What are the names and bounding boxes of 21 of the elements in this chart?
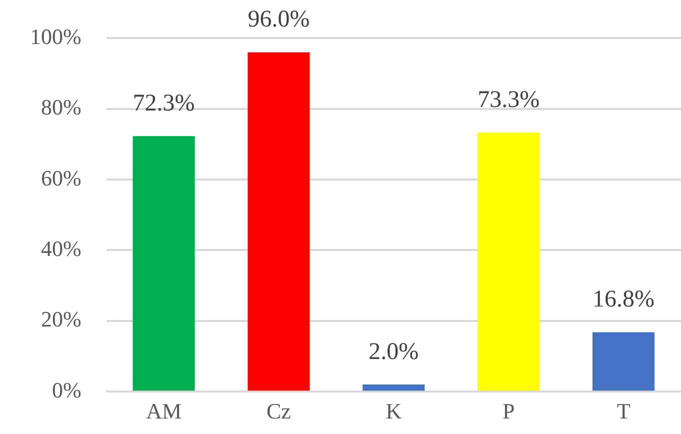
data-label: 73.3% xyxy=(478,86,540,113)
bar xyxy=(478,132,540,391)
data-label: 16.8% xyxy=(592,286,655,313)
x-tick-label: K xyxy=(386,398,402,424)
x-tick-label: AM xyxy=(146,398,182,424)
bar xyxy=(132,136,195,391)
x-tick-label: T xyxy=(616,398,631,424)
y-tick-label: 100% xyxy=(30,24,82,49)
bar xyxy=(592,332,655,391)
bar xyxy=(362,384,425,391)
y-tick-label: 80% xyxy=(41,94,82,120)
y-tick-label: 60% xyxy=(41,165,82,190)
x-tick-label: P xyxy=(502,398,515,424)
bar xyxy=(248,52,310,391)
data-label: 2.0% xyxy=(368,338,419,365)
data-label: 72.3% xyxy=(132,90,195,116)
y-tick-label: 0% xyxy=(52,377,82,402)
y-tick-label: 40% xyxy=(41,236,82,262)
data-label: 96.0% xyxy=(248,6,310,33)
y-tick-label: 20% xyxy=(41,306,82,332)
x-tick-label: Cz xyxy=(266,398,292,424)
